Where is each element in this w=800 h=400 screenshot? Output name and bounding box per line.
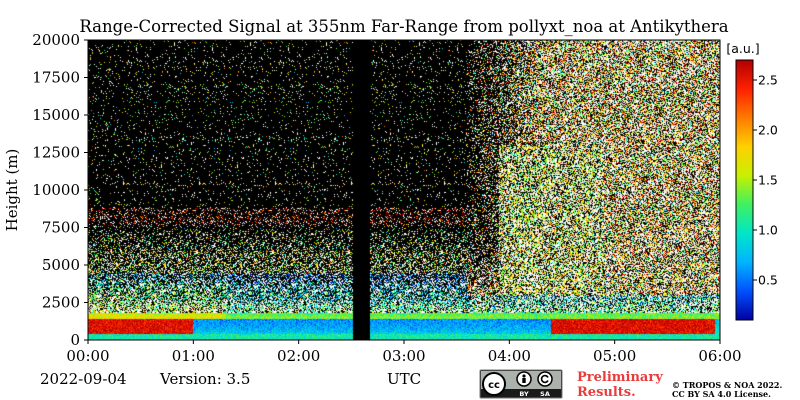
y-tick-label: 7500 (42, 219, 80, 237)
y-tick-label: 15000 (32, 106, 80, 124)
x-tick-label: 00:00 (66, 347, 109, 365)
x-tick-label: 06:00 (698, 347, 741, 365)
x-axis: 00:00 01:00 02:00 03:00 04:00 05:00 06:00 (66, 340, 742, 365)
x-axis-label: UTC (387, 370, 421, 388)
colorbar-tick-label: 1.0 (758, 223, 778, 238)
colorbar-tick-label: 0.5 (758, 273, 778, 288)
svg-text:BY: BY (519, 390, 529, 398)
y-tick-label: 10000 (32, 181, 80, 199)
svg-text:cc: cc (488, 380, 500, 391)
svg-text:SA: SA (540, 390, 550, 398)
results-label: Results. (577, 385, 636, 400)
footer-date: 2022-09-04 (40, 370, 126, 388)
sa-share-icon (537, 371, 553, 387)
colorbar-ticks: 0.5 1.0 1.5 2.0 2.5 (753, 73, 778, 288)
preliminary-label: Preliminary (577, 370, 663, 385)
chart-title: Range-Corrected Signal at 355nm Far-Rang… (79, 17, 728, 36)
cc-by-sa-badge: cc BY SA (479, 369, 563, 399)
y-tick-label: 12500 (32, 144, 80, 162)
y-axis: 0 2500 5000 7500 10000 12500 15000 17500 20000 (32, 31, 88, 349)
cc-icon (482, 372, 506, 396)
x-tick-label: 04:00 (488, 347, 531, 365)
x-tick-label: 03:00 (382, 347, 425, 365)
y-axis-label: Height (m) (3, 149, 21, 232)
y-tick-label: 0 (70, 331, 80, 349)
copyright-line1: © TROPOS & NOA 2022. (672, 380, 782, 390)
y-tick-label: 5000 (42, 256, 80, 274)
colorbar-tick-label: 1.5 (758, 173, 778, 188)
heatmap-image (88, 40, 720, 340)
heatmap-raster (88, 40, 720, 340)
y-tick-label: 20000 (32, 31, 80, 49)
copyright-line2: CC BY SA 4.0 License. (672, 389, 771, 399)
colorbar-label: [a.u.] (726, 41, 759, 56)
colorbar (735, 59, 754, 321)
x-tick-label: 05:00 (593, 347, 636, 365)
y-tick-label: 2500 (42, 294, 80, 312)
x-tick-label: 01:00 (172, 347, 215, 365)
x-tick-label: 02:00 (277, 347, 320, 365)
colorbar-tick-label: 2.0 (758, 123, 778, 138)
footer-version: Version: 3.5 (159, 370, 250, 388)
y-tick-label: 17500 (32, 69, 80, 87)
colorbar-tick-label: 2.5 (758, 73, 778, 88)
